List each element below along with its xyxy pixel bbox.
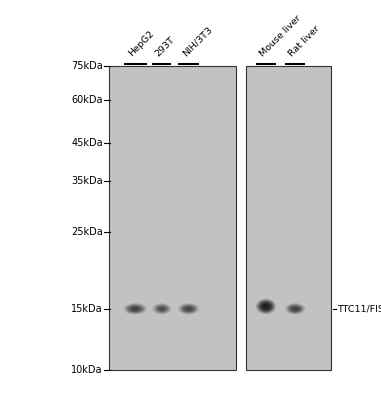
Ellipse shape [287,304,303,313]
Ellipse shape [285,303,305,314]
Ellipse shape [258,300,274,312]
Ellipse shape [185,307,192,311]
Text: 35kDa: 35kDa [71,176,103,186]
Text: 45kDa: 45kDa [71,138,103,148]
Bar [246,66,331,370]
Ellipse shape [126,304,144,313]
Ellipse shape [158,307,165,311]
Text: HepG2: HepG2 [127,29,156,58]
Text: 10kDa: 10kDa [71,365,103,375]
Ellipse shape [154,304,170,313]
Ellipse shape [256,299,276,314]
Ellipse shape [180,304,197,313]
Ellipse shape [292,307,299,311]
Text: 25kDa: 25kDa [71,227,103,237]
Ellipse shape [289,306,301,312]
Ellipse shape [128,306,142,312]
Text: Rat liver: Rat liver [287,24,322,58]
Ellipse shape [131,307,139,311]
Ellipse shape [124,303,147,314]
Text: NIH/3T3: NIH/3T3 [180,25,214,58]
Bar [109,66,236,370]
Ellipse shape [156,306,168,312]
Text: 75kDa: 75kDa [71,61,103,71]
Ellipse shape [178,303,199,314]
Text: Mouse liver: Mouse liver [258,13,303,58]
Text: 60kDa: 60kDa [71,95,103,105]
Text: 293T: 293T [154,35,177,58]
Text: 15kDa: 15kDa [71,304,103,314]
Ellipse shape [152,303,171,314]
Ellipse shape [260,302,272,311]
Text: TTC11/FIS1: TTC11/FIS1 [337,304,381,313]
Ellipse shape [263,304,269,309]
Ellipse shape [182,306,195,312]
